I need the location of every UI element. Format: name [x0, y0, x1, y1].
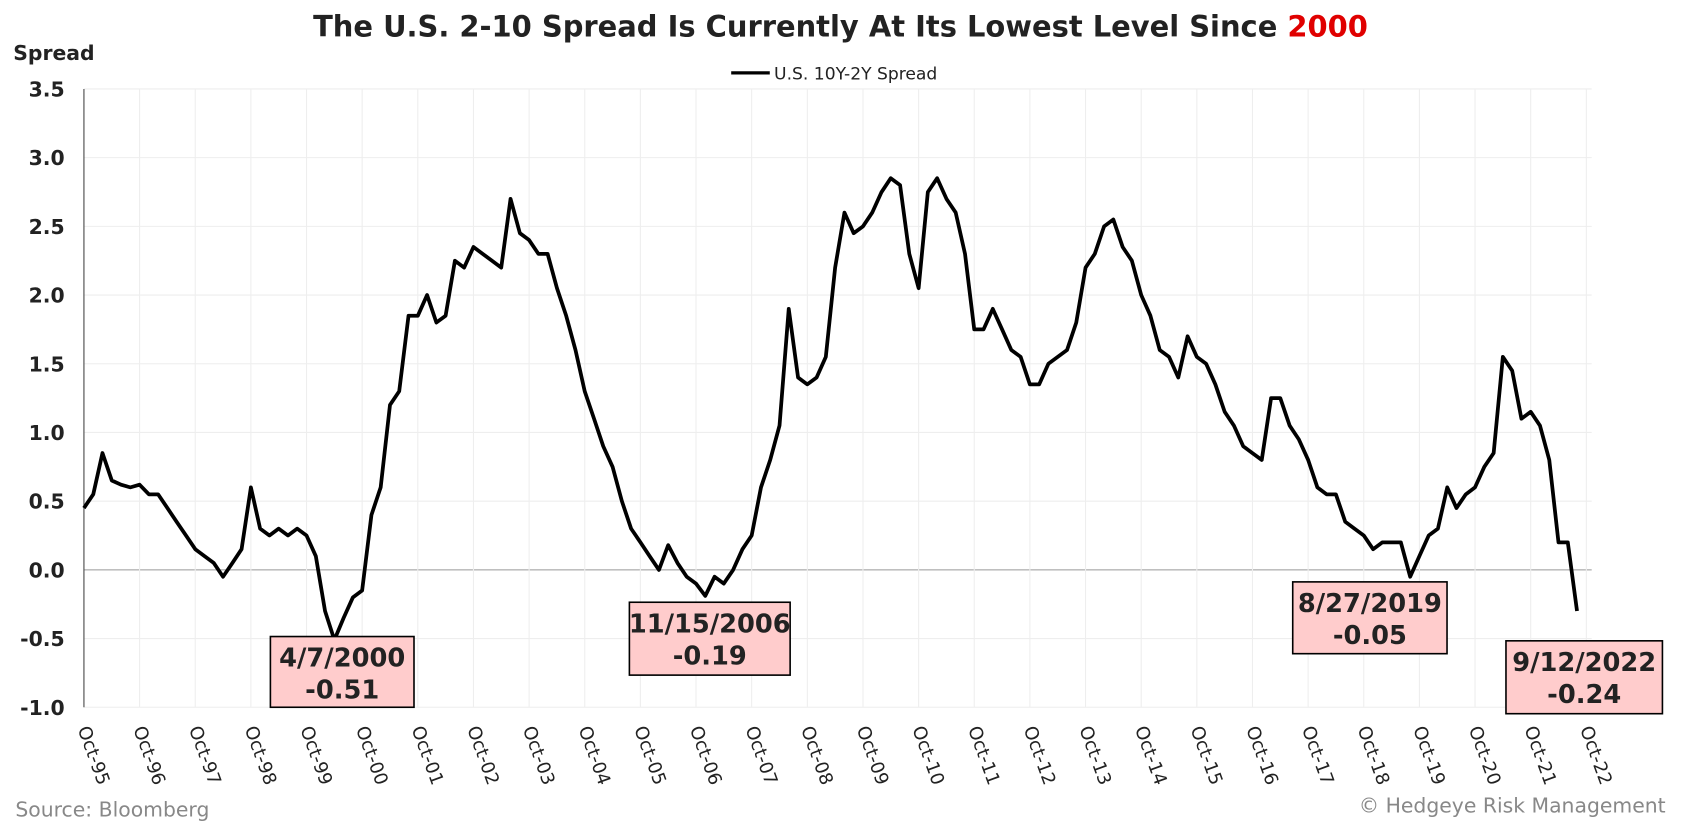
x-tick-label: Oct-08 [796, 723, 837, 788]
legend-label: U.S. 10Y-2Y Spread [774, 64, 937, 84]
x-tick-label: Oct-98 [240, 723, 281, 788]
y-tick-label: 1.0 [29, 421, 65, 445]
x-tick-label: Oct-00 [351, 723, 392, 788]
x-tick-label: Oct-11 [963, 723, 1004, 788]
y-tick-label: 1.5 [29, 352, 65, 376]
annotation-date: 11/15/2006 [629, 609, 791, 639]
x-tick-label: Oct-15 [1186, 723, 1227, 788]
x-tick-label: Oct-16 [1241, 723, 1282, 788]
x-tick-label: Oct-96 [128, 723, 169, 788]
credit: © Hedgeye Risk Management [1359, 793, 1666, 817]
x-tick-label: Oct-97 [184, 723, 225, 788]
x-tick-label: Oct-10 [907, 723, 948, 788]
x-tick-label: Oct-05 [629, 723, 670, 788]
y-axis-label: Spread [13, 41, 94, 65]
y-tick-label: 0.0 [29, 558, 65, 582]
x-tick-label: Oct-18 [1353, 723, 1394, 788]
chart-title-highlight: 2000 [1287, 9, 1367, 43]
x-tick-label: Oct-99 [295, 723, 336, 788]
annotation-value: -0.24 [1547, 680, 1621, 710]
annotation-date: 4/7/2000 [279, 644, 405, 674]
x-tick-label: Oct-19 [1408, 723, 1449, 788]
annotation-value: -0.19 [673, 641, 747, 671]
x-tick-label: Oct-02 [462, 723, 503, 788]
x-tick-label: Oct-22 [1575, 723, 1616, 788]
x-tick-label: Oct-06 [685, 723, 726, 788]
x-tick-label: Oct-13 [1074, 723, 1115, 788]
chart-title-wrap: The U.S. 2-10 Spread Is Currently At Its… [313, 9, 1368, 43]
y-tick-label: 3.5 [29, 77, 65, 101]
annotation-box [269, 635, 415, 709]
x-tick-label: Oct-01 [407, 723, 448, 788]
source: Source: Bloomberg [15, 798, 209, 822]
x-tick-label: Oct-95 [73, 723, 114, 788]
chart-title: The U.S. 2-10 Spread Is Currently At Its… [313, 9, 1277, 43]
y-tick-label: 3.0 [29, 146, 65, 170]
y-tick-label: -0.5 [20, 627, 65, 651]
annotation-box [1291, 581, 1448, 655]
y-tick-label: 2.0 [29, 284, 65, 308]
annotation-box [628, 601, 791, 676]
annotation-value: -0.51 [305, 676, 379, 706]
x-tick-label: Oct-07 [741, 723, 782, 788]
annotation-box [1505, 640, 1664, 715]
annotation-date: 9/12/2022 [1512, 648, 1656, 678]
x-tick-label: Oct-03 [518, 723, 559, 788]
annotation-date: 8/27/2019 [1298, 589, 1442, 619]
x-tick-label: Oct-17 [1297, 723, 1338, 788]
y-tick-label: 2.5 [29, 215, 65, 239]
spread-line [82, 176, 1579, 642]
y-tick-label: 0.5 [29, 490, 65, 514]
x-tick-label: Oct-21 [1520, 723, 1561, 788]
x-tick-label: Oct-04 [574, 723, 615, 788]
x-tick-label: Oct-09 [852, 723, 893, 788]
annotation-value: -0.05 [1333, 621, 1407, 651]
x-tick-label: Oct-14 [1130, 723, 1171, 788]
y-tick-label: -1.0 [20, 696, 65, 720]
x-tick-label: Oct-20 [1464, 723, 1505, 788]
x-tick-label: Oct-12 [1019, 723, 1060, 788]
